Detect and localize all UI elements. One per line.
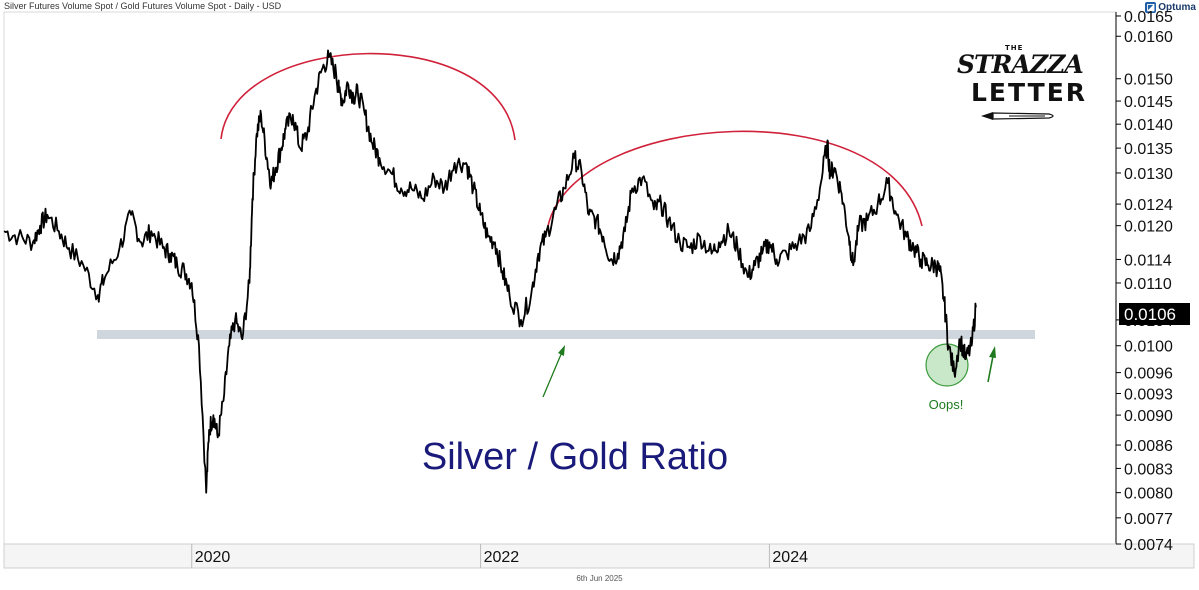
y-tick-label: 0.0140 [1124,117,1173,134]
right-up-arrow [987,346,996,383]
y-tick-label: 0.0135 [1124,141,1173,158]
y-tick-label: 0.0090 [1124,408,1173,425]
oops-annotation-label: Oops! [929,397,964,412]
left-arc-annotation [220,52,516,141]
optuma-logo-icon: ◪ [1145,1,1157,13]
y-tick-label: 0.0086 [1124,438,1173,455]
y-tick-label: 0.0080 [1124,486,1173,503]
y-tick-label: 0.0160 [1124,29,1173,46]
footer-date: 6th Jun 2025 [576,574,623,583]
series-line-silver-gold-ratio [3,49,977,494]
y-tick-label: 0.0114 [1124,252,1172,269]
logo-strazza-text: STRAZZA [957,50,1084,79]
x-tick-label: 2022 [484,549,520,566]
last-price-box [1119,303,1190,325]
chart-title: Silver / Gold Ratio [422,436,728,478]
y-tick-label: 0.0124 [1124,197,1173,214]
support-band [97,330,1035,339]
y-tick-label: 0.0096 [1124,366,1173,383]
logo-letter-text: LETTER [971,78,1088,107]
y-tick-label: 0.0130 [1124,166,1173,183]
x-tick-label: 2020 [195,549,231,566]
strazza-letter-logo: THE STRAZZA LETTER [953,44,1085,128]
y-tick-label: 0.0093 [1124,387,1173,404]
y-tick-label: 0.0100 [1124,339,1173,356]
y-tick-label: 0.0120 [1124,219,1173,236]
chart-header-title: Silver Futures Volume Spot / Gold Future… [4,1,282,11]
x-tick-label: 2024 [772,549,808,566]
right-arc-annotation [547,130,923,227]
optuma-brand-label: Optuma [1158,1,1196,13]
logo-the-text: THE [1005,44,1024,52]
pen-icon [981,112,1054,120]
y-tick-label: 0.0110 [1124,276,1172,293]
y-tick-label: 0.0077 [1124,511,1173,528]
x-axis: 2020 2022 2024 [191,544,808,568]
y-tick-label: 0.0150 [1124,72,1173,89]
y-tick-label: 0.0165 [1124,9,1173,26]
x-axis-strip [3,543,1195,569]
y-tick-label: 0.0145 [1124,94,1173,111]
y-axis: 0.0165 0.0160 0.0150 0.0145 0.0140 0.0135 0.01… [1116,9,1173,554]
y-tick-label: 0.0083 [1124,461,1173,478]
optuma-brand: ◪ Optuma [1145,0,1196,14]
y-tick-label: 0.0074 [1124,537,1173,554]
last-price-label: 0.0106 [1124,305,1176,324]
left-up-arrow [542,345,565,398]
